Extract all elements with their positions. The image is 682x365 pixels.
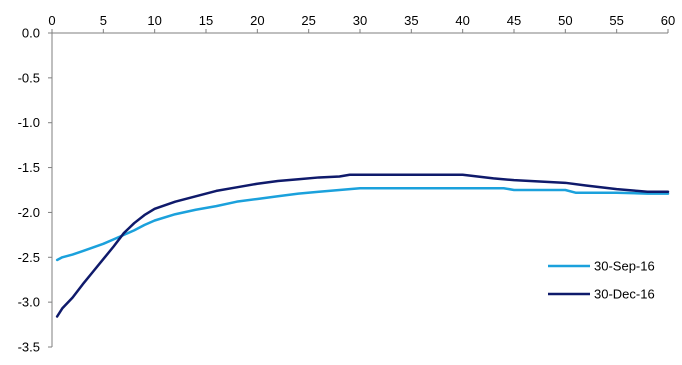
legend-label-2: 30-Dec-16 [594, 287, 655, 302]
x-tick-label: 10 [147, 13, 161, 28]
x-tick-label: 40 [455, 13, 469, 28]
x-tick-label: 25 [301, 13, 315, 28]
x-tick-label: 15 [199, 13, 213, 28]
chart-legend: 30-Sep-16 30-Dec-16 [548, 259, 655, 302]
y-tick-label: -0.5 [18, 70, 40, 85]
x-tick-label: 45 [507, 13, 521, 28]
y-tick-label: -1.5 [18, 160, 40, 175]
x-tick-label: 50 [558, 13, 572, 28]
series-line-1 [55, 186, 670, 262]
x-tick-label: 60 [661, 13, 675, 28]
x-tick-label: 35 [404, 13, 418, 28]
y-tick-label: -2.0 [18, 205, 40, 220]
y-tick-label: 0.0 [22, 26, 40, 41]
y-tick-label: -3.5 [18, 340, 40, 355]
x-tick-label: 0 [48, 13, 55, 28]
chart-lines [55, 173, 670, 318]
y-tick-label: -3.0 [18, 295, 40, 310]
legend-label-1: 30-Sep-16 [594, 259, 655, 274]
y-tick-label: -1.0 [18, 115, 40, 130]
x-tick-label: 30 [353, 13, 367, 28]
x-tick-label: 20 [250, 13, 264, 28]
series-line-2 [55, 173, 670, 318]
y-tick-label: -2.5 [18, 250, 40, 265]
x-tick-label: 5 [100, 13, 107, 28]
chart-axes: 0.0 -0.5 -1.0 -1.5 -2.0 -2.5 -3.0 -3.5 0 5 10 15 20 2… [18, 13, 676, 355]
x-tick-label: 55 [609, 13, 623, 28]
